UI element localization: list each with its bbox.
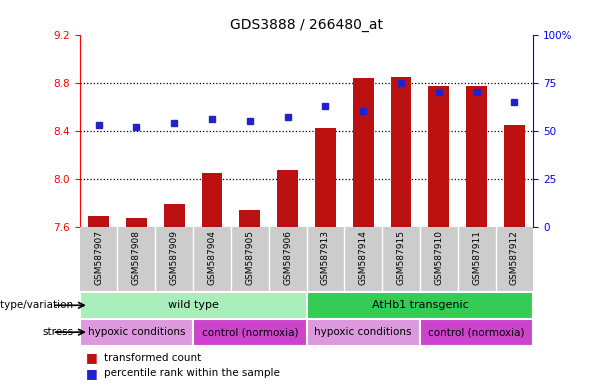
Text: GSM587912: GSM587912 — [510, 230, 519, 285]
Text: hypoxic conditions: hypoxic conditions — [88, 327, 185, 337]
Bar — [466, 86, 487, 227]
Bar — [126, 218, 147, 227]
Text: GSM587907: GSM587907 — [94, 230, 103, 285]
Text: GSM587915: GSM587915 — [397, 230, 406, 285]
Text: GSM587914: GSM587914 — [359, 230, 368, 285]
Text: stress: stress — [42, 327, 74, 337]
Text: GSM587910: GSM587910 — [434, 230, 443, 285]
Bar — [88, 216, 109, 227]
Bar — [164, 204, 185, 227]
Text: GSM587909: GSM587909 — [170, 230, 179, 285]
Bar — [420, 319, 533, 346]
Text: control (normoxia): control (normoxia) — [428, 327, 525, 337]
Text: GSM587904: GSM587904 — [207, 230, 216, 285]
Bar — [80, 319, 193, 346]
Bar — [315, 128, 336, 227]
Text: control (normoxia): control (normoxia) — [202, 327, 298, 337]
Bar — [202, 172, 223, 227]
Text: wild type: wild type — [168, 300, 218, 310]
Text: ■: ■ — [86, 351, 97, 364]
Text: GSM587905: GSM587905 — [245, 230, 254, 285]
Bar — [240, 210, 260, 227]
Bar — [353, 78, 373, 227]
Bar — [193, 319, 306, 346]
Bar — [306, 292, 533, 319]
Text: ■: ■ — [86, 367, 97, 380]
Bar — [504, 124, 525, 227]
Text: hypoxic conditions: hypoxic conditions — [314, 327, 412, 337]
Bar — [390, 76, 411, 227]
Text: GSM587906: GSM587906 — [283, 230, 292, 285]
Text: GSM587908: GSM587908 — [132, 230, 141, 285]
Bar — [428, 86, 449, 227]
Bar — [306, 319, 420, 346]
Text: GSM587913: GSM587913 — [321, 230, 330, 285]
Bar — [80, 292, 306, 319]
Text: GSM587911: GSM587911 — [472, 230, 481, 285]
Text: AtHb1 transgenic: AtHb1 transgenic — [371, 300, 468, 310]
Text: transformed count: transformed count — [104, 353, 202, 363]
Bar — [277, 170, 298, 227]
Title: GDS3888 / 266480_at: GDS3888 / 266480_at — [230, 18, 383, 32]
Text: genotype/variation: genotype/variation — [0, 300, 74, 310]
Text: percentile rank within the sample: percentile rank within the sample — [104, 368, 280, 378]
